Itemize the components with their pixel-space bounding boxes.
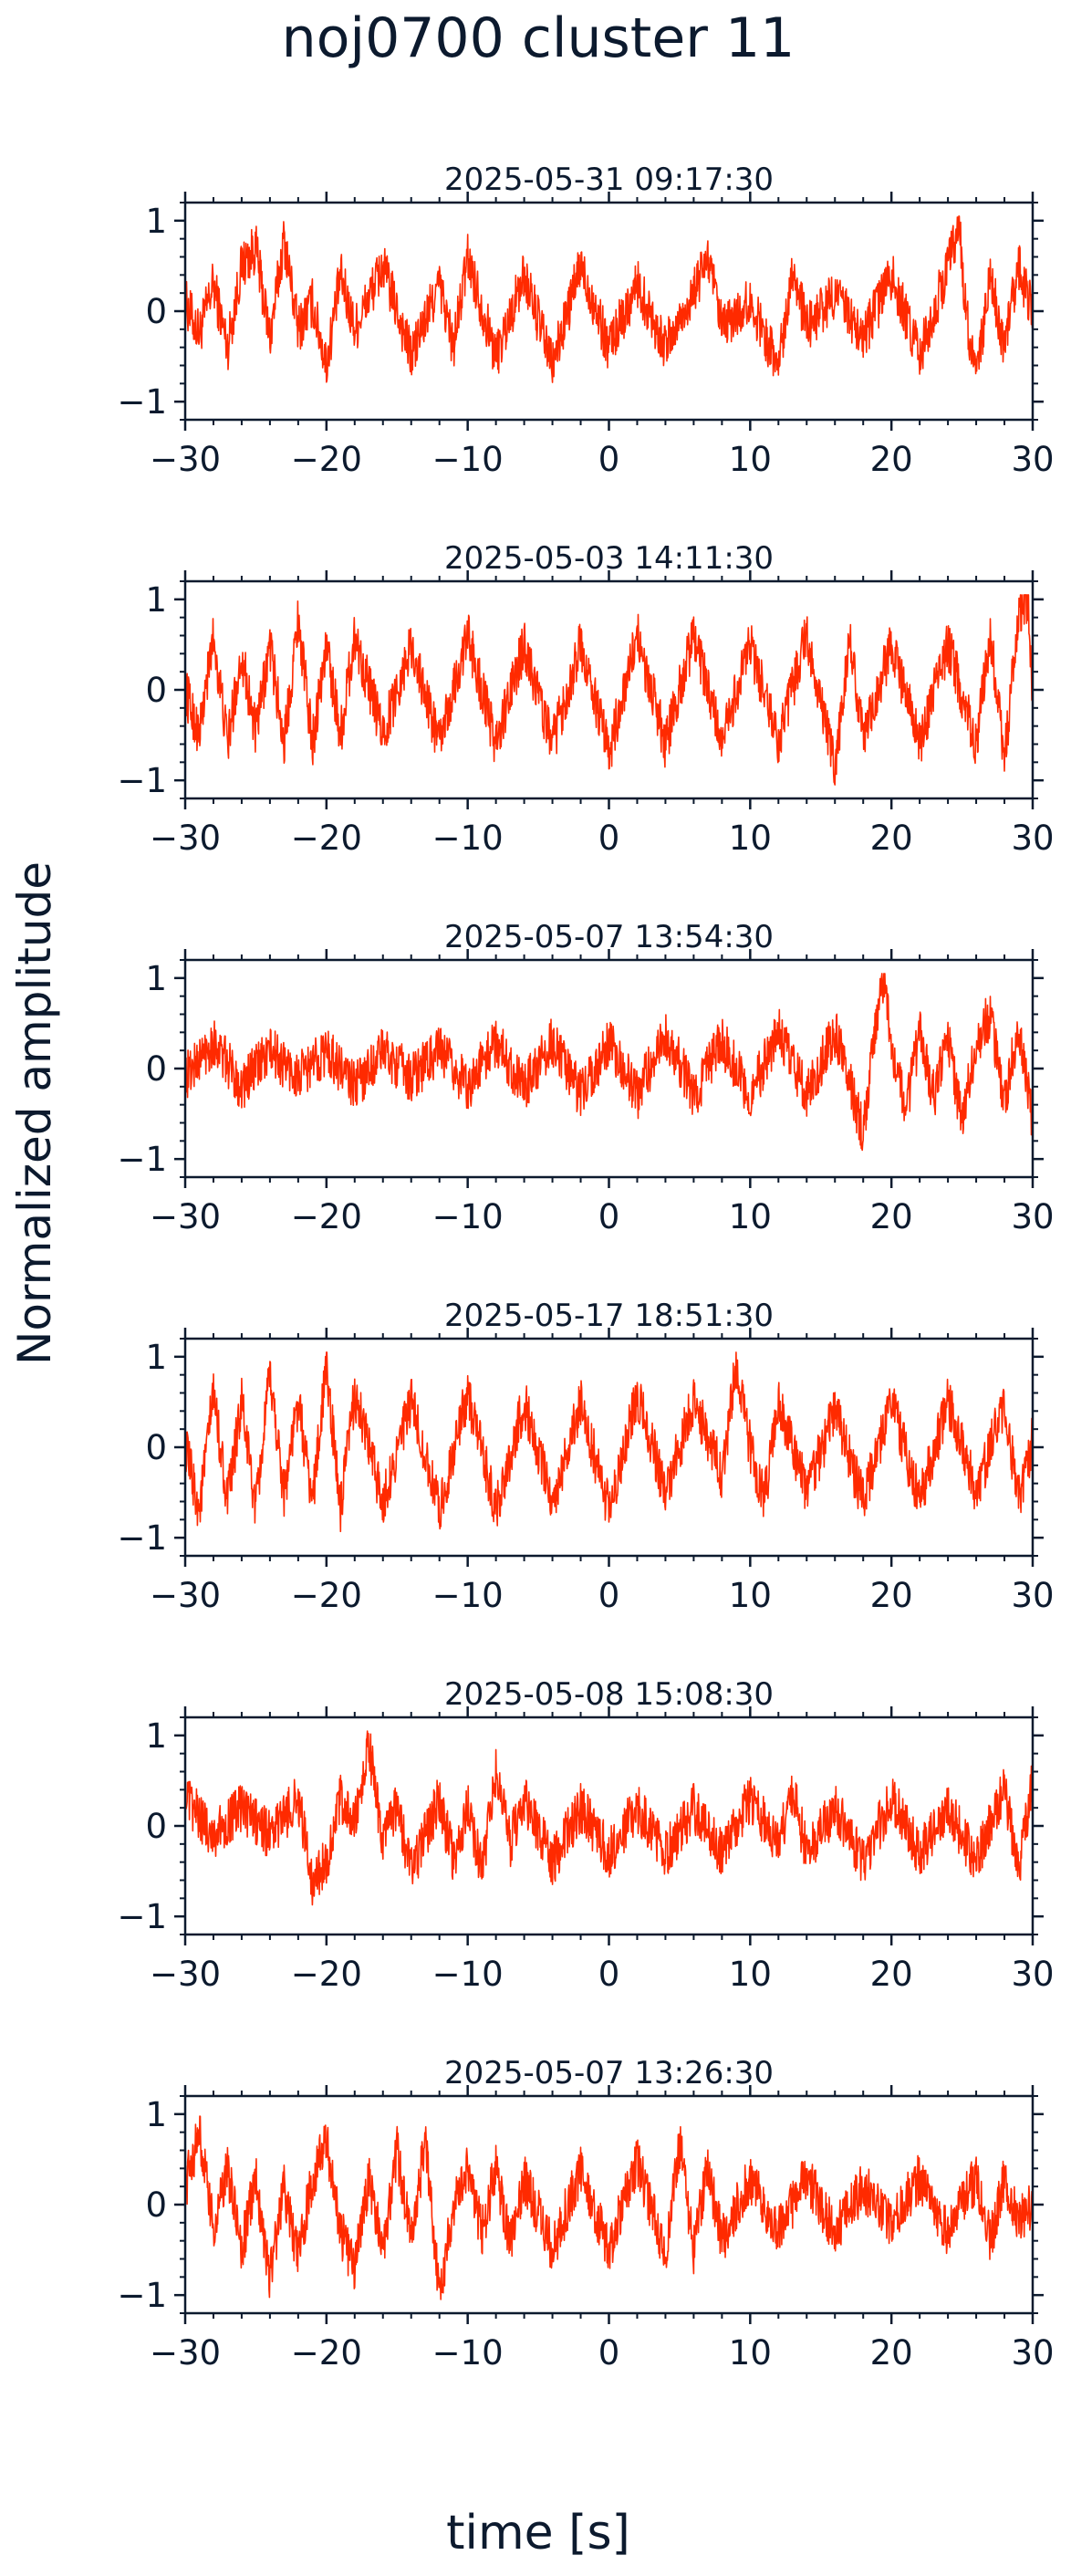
x-tick-label: 30 <box>1011 1197 1054 1236</box>
panels-group: 2025-05-31 09:17:30−30 −20 −10 0 10 20 30−1012… <box>117 162 1054 2373</box>
y-tick-label: −1 <box>117 1897 167 1936</box>
x-tick-label: −30 <box>150 1197 221 1236</box>
y-tick-label: −1 <box>117 761 167 800</box>
x-tick-label: −10 <box>432 819 504 858</box>
x-tick-label: −20 <box>291 819 362 858</box>
x-tick-label: 20 <box>870 1576 913 1615</box>
y-axis-label: Normalized amplitude <box>8 861 61 1365</box>
panel-1: 2025-05-31 09:17:30−30 −20 −10 0 10 20 30−101 <box>117 162 1054 479</box>
waveform-line <box>184 215 1034 383</box>
x-tick-label: 10 <box>729 1197 772 1236</box>
x-tick-label: −30 <box>150 819 221 858</box>
y-tick-label: 0 <box>145 2185 167 2225</box>
waveform-line <box>184 1351 1034 1533</box>
x-tick-label: 20 <box>870 440 913 479</box>
panel-3: 2025-05-07 13:54:30−30 −20 −10 0 10 20 30−101 <box>117 919 1054 1236</box>
panel-4: 2025-05-17 18:51:30−30 −20 −10 0 10 20 30−101 <box>117 1298 1054 1615</box>
x-tick-label: −10 <box>432 440 504 479</box>
x-tick-label: −20 <box>291 1955 362 1994</box>
x-tick-label: 0 <box>598 1955 620 1994</box>
y-tick-label: −1 <box>117 382 167 422</box>
x-tick-label: 10 <box>729 1576 772 1615</box>
x-tick-label: 10 <box>729 440 772 479</box>
x-tick-label: −30 <box>150 440 221 479</box>
y-tick-label: 1 <box>145 1338 167 1377</box>
x-tick-label: 30 <box>1011 1576 1054 1615</box>
x-tick-label: 30 <box>1011 440 1054 479</box>
x-tick-label: 0 <box>598 1197 620 1236</box>
panel-5: 2025-05-08 15:08:30−30 −20 −10 0 10 20 30−101 <box>117 1676 1054 1994</box>
x-tick-label: −20 <box>291 1576 362 1615</box>
x-tick-label: −20 <box>291 2333 362 2373</box>
waveform-line <box>184 1730 1034 1906</box>
x-tick-label: 0 <box>598 1576 620 1615</box>
y-tick-label: 1 <box>145 1716 167 1756</box>
x-tick-label: 30 <box>1011 1955 1054 1994</box>
x-tick-label: 0 <box>598 819 620 858</box>
y-tick-label: 0 <box>145 671 167 710</box>
panel-6: 2025-05-07 13:26:30−30 −20 −10 0 10 20 30−101 <box>117 2055 1054 2373</box>
y-tick-label: 1 <box>145 580 167 620</box>
x-tick-label: −20 <box>291 1197 362 1236</box>
x-tick-label: −20 <box>291 440 362 479</box>
x-tick-label: 20 <box>870 1197 913 1236</box>
x-tick-label: −10 <box>432 1955 504 1994</box>
y-tick-label: 0 <box>145 1428 167 1467</box>
y-tick-label: 1 <box>145 202 167 241</box>
waveform-line <box>184 594 1034 786</box>
x-tick-label: 10 <box>729 819 772 858</box>
waveform-line <box>184 973 1034 1152</box>
x-tick-label: 10 <box>729 2333 772 2373</box>
x-tick-label: 0 <box>598 2333 620 2373</box>
panel-2: 2025-05-03 14:11:30−30 −20 −10 0 10 20 30−101 <box>117 540 1054 858</box>
y-tick-label: 0 <box>145 1049 167 1089</box>
y-tick-label: −1 <box>117 1140 167 1179</box>
x-tick-label: 10 <box>729 1955 772 1994</box>
x-tick-label: −10 <box>432 2333 504 2373</box>
figure-title: noj0700 cluster 11 <box>282 6 795 70</box>
x-tick-label: 30 <box>1011 2333 1054 2373</box>
y-tick-label: −1 <box>117 2276 167 2315</box>
y-tick-label: 1 <box>145 2095 167 2134</box>
x-tick-label: −30 <box>150 1576 221 1615</box>
x-tick-label: 0 <box>598 440 620 479</box>
x-tick-label: −10 <box>432 1197 504 1236</box>
x-tick-label: −30 <box>150 2333 221 2373</box>
x-tick-label: 20 <box>870 1955 913 1994</box>
panel-frame <box>183 958 1035 1179</box>
y-tick-label: 1 <box>145 959 167 998</box>
x-tick-label: −30 <box>150 1955 221 1994</box>
y-tick-label: 0 <box>145 292 167 331</box>
x-axis-label: time [s] <box>446 2506 630 2560</box>
x-tick-label: 20 <box>870 2333 913 2373</box>
x-tick-label: −10 <box>432 1576 504 1615</box>
waveform-line <box>184 2115 1034 2300</box>
x-tick-label: 30 <box>1011 819 1054 858</box>
x-tick-label: 20 <box>870 819 913 858</box>
y-tick-label: 0 <box>145 1807 167 1846</box>
y-tick-label: −1 <box>117 1518 167 1558</box>
